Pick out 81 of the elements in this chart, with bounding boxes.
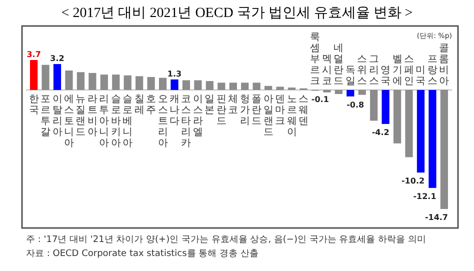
bar: [382, 90, 390, 124]
x-tick-label: 헝가리: [240, 94, 250, 127]
bar: [276, 86, 284, 90]
x-tick-label: 프랑스: [427, 54, 438, 87]
bar: [42, 64, 50, 90]
x-tick-label: 일본: [204, 94, 215, 116]
x-tick-label: 아일랜드: [263, 94, 274, 138]
data-label: -12.1: [413, 192, 437, 201]
x-tick-label: 슬로바키아: [110, 94, 121, 149]
x-tick-label: 호주: [146, 94, 156, 116]
x-tick-label: 이스라엘: [192, 94, 203, 138]
x-tick-label: 뉴질랜드: [76, 94, 86, 138]
bar: [30, 60, 38, 90]
x-tick-label: 미국: [416, 64, 426, 87]
x-tick-label: 스위스: [357, 54, 368, 87]
bar: [334, 90, 342, 94]
x-tick-label: 벨기에: [392, 54, 402, 87]
bar: [440, 90, 448, 209]
bar: [170, 79, 178, 90]
x-tick-label: 영국: [380, 64, 391, 87]
x-tick-label: 그리스: [368, 54, 379, 87]
x-tick-label: 독일: [345, 64, 356, 87]
data-label: 3.2: [50, 54, 64, 64]
bar: [323, 90, 331, 92]
x-tick-label: 이탈리아: [52, 94, 62, 138]
x-tick-label: 캐나다: [170, 94, 180, 127]
bar: [112, 74, 120, 90]
x-tick-label: 오스트리아: [158, 94, 168, 149]
x-tick-label: 폴란드: [252, 94, 262, 127]
bar: [264, 86, 272, 90]
x-tick-label: 콜롬비아: [439, 42, 450, 87]
x-tick-label: 멕시코: [322, 54, 332, 87]
x-tick-label: 체코: [228, 94, 238, 116]
chart-title: < 2017년 대비 2021년 OECD 국가 법인세 유효세율 변화 >: [61, 6, 413, 21]
bar: [393, 90, 402, 144]
x-tick-label: 라트비아: [87, 94, 98, 138]
bar: [53, 64, 62, 90]
bar: [241, 82, 249, 90]
x-tick-label: 에스토니아: [64, 94, 74, 149]
bar: [136, 76, 144, 90]
text: 주 : '17년 대비 '21년 차이가 양(+)인 국가는 유효세율 상승, 음(−)인 국가는 유효세율 하락을 의미: [26, 235, 426, 245]
x-tick-label: 노르웨이: [286, 94, 297, 138]
bar: [100, 74, 108, 90]
bar: [370, 90, 378, 121]
bar: [346, 90, 354, 96]
data-label: 1.3: [167, 69, 182, 78]
x-tick-label: 슬로베니아: [122, 94, 133, 149]
data-label: -4.2: [372, 128, 390, 137]
data-label: -0.8: [346, 100, 365, 110]
x-tick-label: 한국: [28, 94, 39, 116]
bar: [206, 81, 214, 90]
bar: [252, 82, 260, 90]
bar: [182, 80, 190, 90]
data-label: -10.2: [401, 176, 425, 186]
x-tick-label: 룩셈부르크: [310, 32, 320, 87]
bar: [158, 78, 167, 90]
bar: [405, 90, 413, 158]
bar: [65, 70, 73, 90]
x-tick-label: 덴마크: [275, 94, 286, 127]
bar: [428, 90, 436, 188]
bar: [147, 77, 155, 90]
x-tick-label: 포르투갈: [40, 94, 51, 138]
bar: [88, 72, 96, 90]
bar: [194, 80, 202, 90]
x-tick-label: 코스타리카: [181, 94, 192, 149]
bar: [358, 90, 366, 95]
bar: [229, 82, 237, 90]
data-label: -0.1: [311, 94, 330, 104]
x-tick-label: 스웨덴: [298, 94, 308, 127]
text: 자료 : OECD Corporate tax statistics를 통해 경총 산출: [26, 249, 258, 259]
x-tick-label: 스페인: [404, 54, 414, 87]
bar: [76, 72, 85, 90]
x-tick-label: 리투아니아: [99, 94, 110, 149]
bar: [218, 82, 226, 90]
data-label: 3.7: [26, 50, 41, 59]
x-tick-label: 핀란드: [216, 94, 226, 127]
bar: [416, 90, 425, 173]
x-tick-label: 네덜란드: [334, 42, 344, 87]
bar: [124, 75, 132, 90]
x-tick-label: 칠레: [134, 94, 144, 116]
data-label: -14.7: [424, 213, 448, 222]
